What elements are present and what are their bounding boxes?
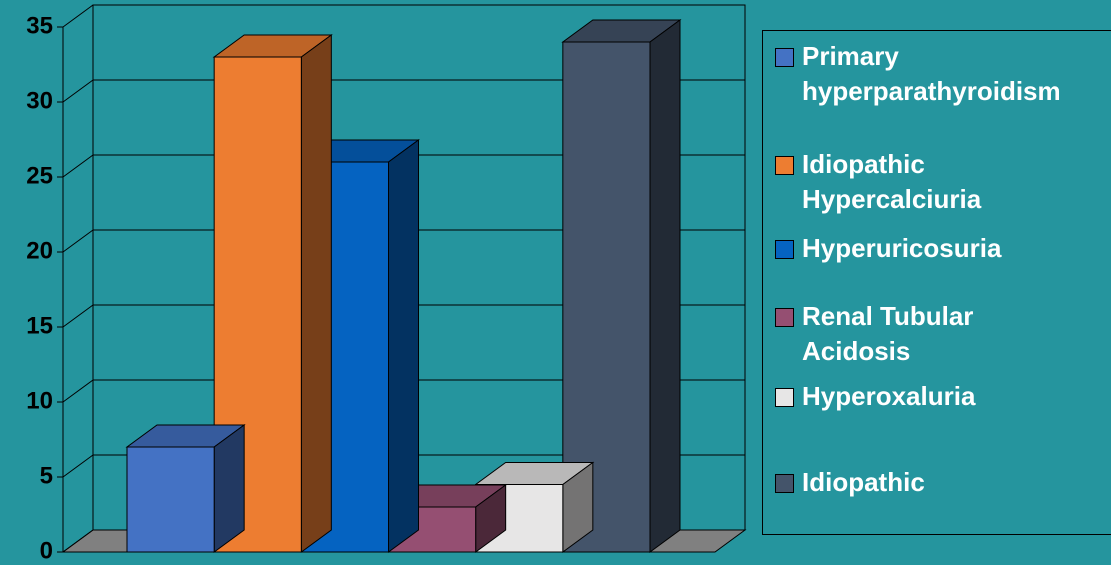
side-grid-line: [62, 79, 94, 103]
y-tick-label: 20: [26, 237, 53, 264]
legend-swatch: [775, 388, 794, 407]
legend-entry: Primary hyperparathyroidism: [775, 39, 1061, 109]
legend-swatch: [775, 156, 794, 175]
legend-label: Renal Tubular Acidosis: [802, 301, 974, 366]
legend-swatch: [775, 308, 794, 327]
legend-label: Hyperuricosuria: [802, 233, 1002, 263]
side-grid-line: [62, 529, 94, 553]
legend-entry: Hyperuricosuria: [775, 231, 1052, 266]
legend-entry: Idiopathic: [775, 465, 1052, 500]
y-tick-label: 30: [26, 87, 53, 114]
chart: 0 5 10 15 20 25 30 35: [26, 4, 747, 564]
legend: Primary hyperparathyroidism Idiopathic Hy…: [762, 30, 1111, 535]
y-tick-label: 15: [26, 312, 53, 339]
side-grid-line: [62, 304, 94, 328]
side-grid-line: [62, 454, 94, 478]
legend-entry: Hyperoxaluria: [775, 379, 1052, 414]
side-grid-line: [62, 4, 94, 28]
bar-side: [649, 19, 681, 553]
legend-label: Idiopathic: [802, 467, 925, 497]
y-tick-label: 5: [40, 462, 53, 489]
y-tick-label: 25: [26, 162, 53, 189]
legend-label: Hyperoxaluria: [802, 381, 976, 411]
legend-label: Idiopathic Hypercalciuria: [802, 149, 982, 214]
legend-label: Primary hyperparathyroidism: [802, 41, 1061, 106]
side-grid-line: [62, 154, 94, 178]
legend-entry: Renal Tubular Acidosis: [775, 299, 1052, 369]
bar-side: [388, 139, 419, 553]
bar: [126, 446, 215, 553]
y-tick-label: 10: [26, 387, 53, 414]
bar-side: [300, 34, 332, 553]
legend-swatch: [775, 48, 794, 67]
y-tick-label: 0: [40, 537, 53, 564]
bar-side: [213, 424, 245, 553]
side-grid-line: [62, 379, 94, 403]
legend-swatch: [775, 474, 794, 493]
legend-swatch: [775, 240, 794, 259]
y-tick-label: 35: [26, 12, 53, 39]
side-grid-line: [62, 229, 94, 253]
legend-entry: Idiopathic Hypercalciuria: [775, 147, 1052, 217]
